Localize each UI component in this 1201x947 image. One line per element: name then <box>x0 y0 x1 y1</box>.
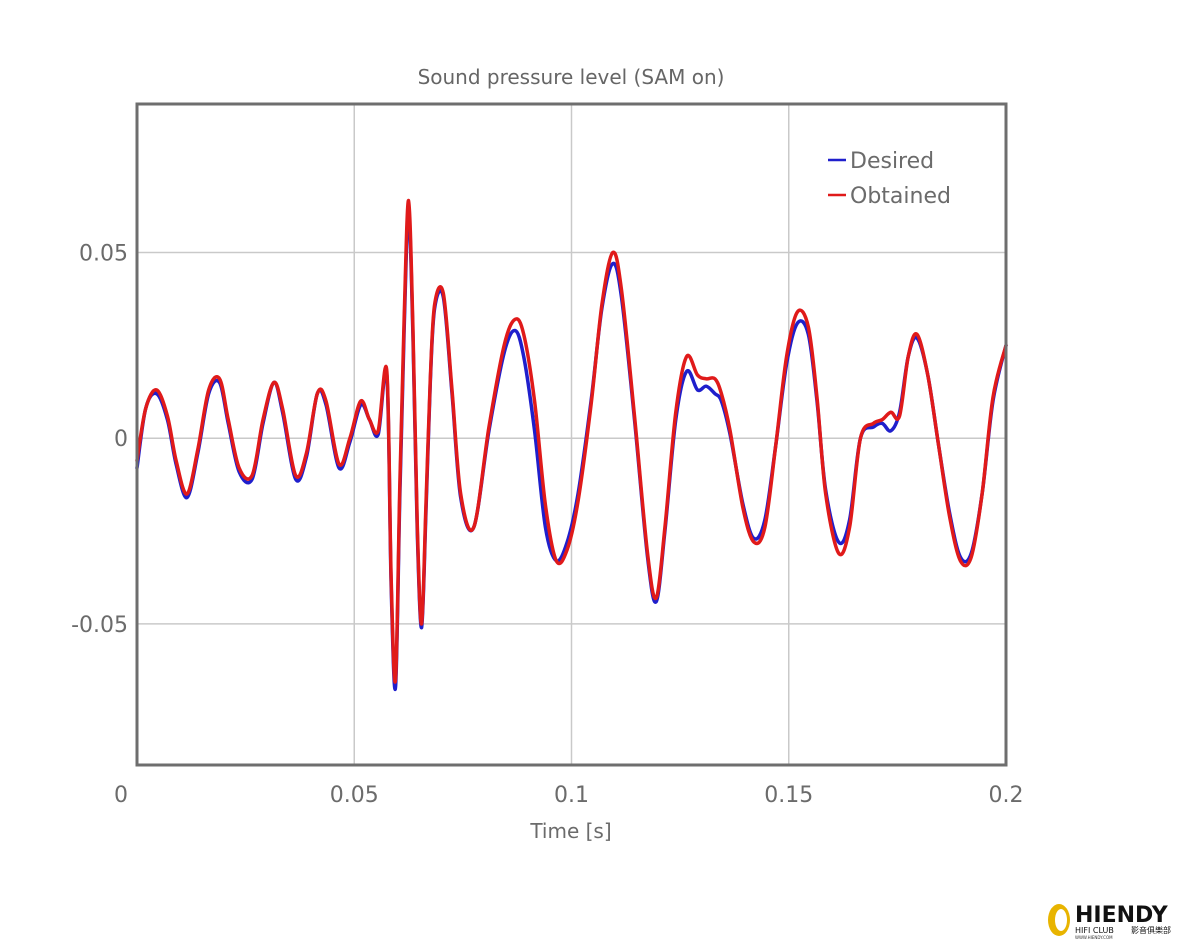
plot-frame <box>135 102 1008 767</box>
series-line-obtained <box>135 198 1008 684</box>
hiendy-watermark: HIENDY HIFI CLUB 影音俱樂部 WWW.HIENDY.COM <box>1048 903 1171 940</box>
legend-label-obtained: Obtained <box>850 184 951 209</box>
x-tick-label: 0.2 <box>989 783 1024 808</box>
watermark-site: WWW.HIENDY.COM <box>1075 935 1113 940</box>
series-layer <box>135 198 1008 692</box>
grid <box>137 104 1006 765</box>
x-tick-label: 0.15 <box>764 783 813 808</box>
y-tick-label: -0.05 <box>71 613 128 638</box>
watermark-subtitle: HIFI CLUB <box>1075 926 1114 935</box>
y-tick-label: 0 <box>114 427 128 452</box>
y-tick-labels: -0.05 0 0.05 <box>71 242 128 638</box>
chart-title: Sound pressure level (SAM on) <box>418 65 725 89</box>
x-tick-labels: 0 0.05 0.1 0.15 0.2 <box>114 783 1024 808</box>
x-tick-label: 0.05 <box>330 783 379 808</box>
legend-label-desired: Desired <box>850 149 934 174</box>
x-axis-label: Time [s] <box>529 819 611 843</box>
legend: Desired Obtained <box>828 149 951 209</box>
x-tick-label: 0.1 <box>554 783 589 808</box>
watermark-brand: HIENDY <box>1075 903 1169 928</box>
y-tick-label: 0.05 <box>79 242 128 267</box>
x-tick-label: 0 <box>114 783 128 808</box>
watermark-cjk: 影音俱樂部 <box>1131 925 1171 935</box>
